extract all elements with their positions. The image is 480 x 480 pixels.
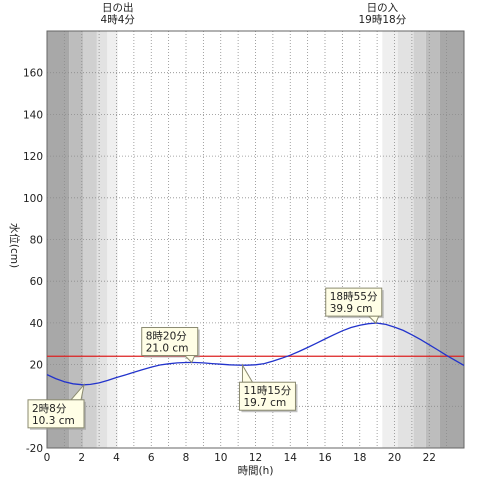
- y-tick-label: 80: [30, 235, 43, 247]
- sun-event-label: 日の出: [102, 1, 134, 14]
- x-tick-label: 22: [423, 452, 436, 464]
- tide-level-line: [46, 322, 465, 386]
- y-tick-label: 20: [30, 360, 43, 372]
- x-tick-label: 20: [388, 452, 401, 464]
- plot-border: [46, 30, 465, 449]
- dusk-shade-band: [397, 31, 414, 448]
- dawn-shade-band: [47, 31, 70, 448]
- x-tick-label: 4: [113, 452, 120, 464]
- sun-event-time: 4時4分: [101, 14, 136, 26]
- y-tick-label: 120: [23, 151, 43, 163]
- grid-lines: [47, 31, 464, 448]
- callout-time: 8時20分: [146, 331, 188, 343]
- dawn-shade-band: [107, 31, 118, 448]
- x-tick-label: 8: [183, 452, 190, 464]
- callout-box: [27, 399, 85, 429]
- callout-time: 2時8分: [32, 403, 67, 415]
- dawn-shade-band: [96, 31, 108, 448]
- callout-pointer: [241, 363, 254, 383]
- y-tick-label: -20: [26, 443, 43, 455]
- callout-value: 39.9 cm: [330, 303, 373, 315]
- sun-event-time: 19時18分: [358, 14, 406, 26]
- plot-frame: [46, 30, 465, 449]
- callout-value: 10.3 cm: [32, 415, 75, 427]
- dawn-shade-band: [69, 31, 83, 448]
- callout-box: [325, 287, 383, 317]
- sun-event-label: 日の入: [367, 2, 399, 14]
- callout-value: 21.0 cm: [146, 343, 189, 355]
- y-tick-label: 60: [30, 276, 43, 288]
- tick-labels: 0246810121416182022-20020406080100120140…: [23, 68, 436, 464]
- y-axis-label: 水位(cm): [8, 223, 21, 268]
- x-axis-label: 時間(h): [238, 465, 274, 477]
- axis-labels: 時間(h) 水位(cm): [8, 223, 273, 477]
- y-tick-label: 40: [30, 318, 43, 330]
- y-tick-label: 160: [23, 68, 43, 80]
- x-tick-label: 14: [284, 452, 298, 464]
- callout-value: 19.7 cm: [243, 397, 286, 409]
- series-group: [46, 322, 465, 386]
- x-tick-label: 2: [78, 452, 85, 464]
- callout-box: [141, 327, 199, 357]
- callout-time: 11時15分: [243, 385, 291, 397]
- x-tick-label: 18: [353, 452, 366, 464]
- callout-box: [238, 381, 296, 411]
- y-tick-label: 140: [23, 109, 43, 121]
- y-tick-label: 100: [23, 193, 43, 205]
- callout-time: 18時55分: [330, 291, 378, 303]
- dusk-shade-band: [382, 31, 398, 448]
- x-tick-label: 0: [44, 452, 51, 464]
- x-tick-label: 6: [148, 452, 155, 464]
- x-tick-label: 16: [318, 452, 332, 464]
- x-tick-label: 12: [249, 452, 262, 464]
- x-tick-label: 10: [214, 452, 227, 464]
